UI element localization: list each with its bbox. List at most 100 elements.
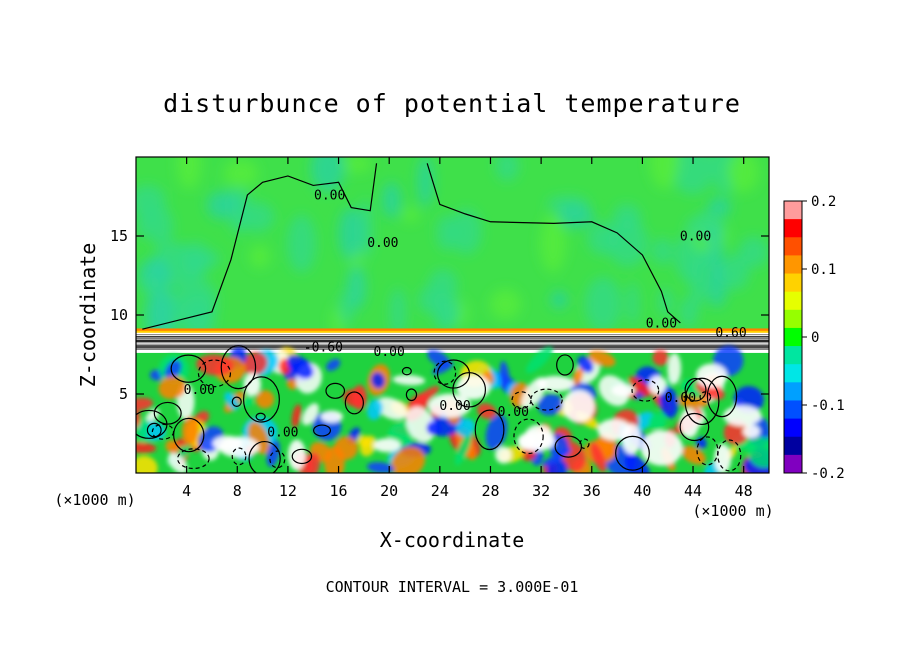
- x-axis: 4 8 12 16 20 24 28 32 36 40 44 48: [182, 157, 753, 500]
- x-axis-label: X-coordinate: [380, 528, 525, 552]
- chart-title: disturbunce of potential temperature: [163, 89, 741, 118]
- y-tick-label-5: 5: [119, 385, 128, 403]
- x-tick-label-20: 20: [380, 482, 398, 500]
- contour-line: [433, 360, 457, 385]
- contour-line: [220, 345, 257, 390]
- contour-label: 0.00: [267, 426, 298, 441]
- contour-labels: 0.00 0.00 0.00 0.00 -0.60 0.00 0.60 0.00 0.00 0.0…: [184, 189, 747, 441]
- lower-layer: [136, 345, 769, 473]
- contour-line: [248, 440, 281, 473]
- contour-line: [615, 435, 650, 471]
- contour-label: 0.00: [314, 189, 345, 204]
- y-axis: 5 10 15: [110, 227, 769, 403]
- colorbar-segment: [784, 454, 802, 474]
- colorbar-segment: [784, 201, 802, 220]
- contour-line: [684, 377, 707, 402]
- contour-line: [255, 412, 266, 421]
- contour-line: [312, 424, 332, 437]
- contour-line: [679, 412, 710, 442]
- colorbar-segment: [784, 400, 802, 420]
- contour-label: 0.60: [715, 326, 746, 341]
- contour-line: [242, 376, 280, 423]
- plot-area: 0.00 0.00 0.00 0.00 -0.60 0.00 0.60 0.00 0.00 0.0…: [136, 157, 769, 473]
- x-tick-label-16: 16: [330, 482, 348, 500]
- contour-line: [325, 382, 346, 399]
- x-tick-label-12: 12: [279, 482, 297, 500]
- x-tick-label-40: 40: [633, 482, 651, 500]
- contour-line: [401, 366, 412, 376]
- contour-line: [474, 409, 505, 451]
- x-unit-label-left: (×1000 m): [54, 491, 135, 509]
- inversion-band: [136, 328, 769, 353]
- x-tick-label-44: 44: [684, 482, 702, 500]
- contour-line: [699, 391, 712, 403]
- colorbar-segment: [784, 291, 802, 311]
- contour-label: 0.00: [646, 317, 677, 332]
- colorbar-tick-label: 0.1: [811, 262, 836, 278]
- contour-line: [231, 447, 247, 466]
- contour-line: [177, 448, 210, 470]
- contour-line: [153, 401, 182, 425]
- contour-label: 0.00: [367, 236, 398, 251]
- contour-line: [344, 391, 364, 415]
- contour-line: [405, 388, 418, 402]
- contour-label: -0.60: [304, 340, 343, 355]
- colorbar-segment: [784, 255, 802, 275]
- contour-label: 0.00: [665, 391, 696, 406]
- x-tick-label-32: 32: [532, 482, 550, 500]
- contour-label: 0.00: [680, 230, 711, 245]
- colorbar-segment: [784, 346, 802, 365]
- contour-label: 0.00: [498, 405, 529, 420]
- colorbar-segment: [784, 418, 802, 438]
- x-tick-label-4: 4: [182, 482, 191, 500]
- x-tick-label-24: 24: [431, 482, 449, 500]
- contour-lines: [136, 163, 742, 473]
- colorbar-segment: [784, 237, 802, 256]
- y-tick-label-10: 10: [110, 306, 128, 324]
- contour-line: [231, 396, 242, 407]
- colorbar-tick-label: 0: [811, 330, 819, 346]
- colorbar-segment: [784, 219, 802, 238]
- contour-interval-footer: CONTOUR INTERVAL = 3.000E-01: [326, 578, 579, 596]
- contour-line: [717, 439, 742, 472]
- y-axis-label: Z-coordinate: [76, 243, 100, 388]
- colorbar-segment: [784, 327, 802, 347]
- contour-line: [291, 448, 313, 465]
- x-unit-label-right: (×1000 m): [692, 502, 773, 520]
- contour-line: [170, 354, 207, 383]
- colorbar-segment: [784, 273, 802, 293]
- colorbar: 0.2 0.1 0 -0.1 -0.2: [783, 194, 845, 482]
- contour-line: [197, 359, 232, 388]
- contour-line: [696, 436, 719, 466]
- contour-line: [706, 375, 738, 418]
- contour-line: [151, 423, 175, 440]
- contour-line: [530, 388, 563, 411]
- contour-label: 0.00: [374, 345, 405, 360]
- colorbar-segment: [784, 309, 802, 329]
- contour-line: [136, 409, 168, 439]
- contour-line: [556, 354, 574, 376]
- x-tick-label-36: 36: [583, 482, 601, 500]
- colorbar-segment: [784, 436, 802, 456]
- contour-line: [436, 359, 471, 389]
- x-tick-label-48: 48: [735, 482, 753, 500]
- colorbar-segment: [784, 364, 802, 383]
- contour-line: [142, 163, 378, 330]
- colorbar-segment: [784, 382, 802, 401]
- colorbar-tick-label: -0.2: [811, 466, 845, 482]
- contour-line: [684, 377, 720, 426]
- x-tick-label-28: 28: [481, 482, 499, 500]
- contour-line: [631, 379, 660, 402]
- contour-line: [511, 391, 532, 410]
- contour-line: [513, 418, 544, 455]
- colorbar-tick-label: 0.2: [811, 194, 836, 210]
- colorbar-tick-label: -0.1: [811, 398, 845, 414]
- x-tick-label-8: 8: [233, 482, 242, 500]
- contour-line: [579, 438, 590, 449]
- contour-label: 0.00: [439, 399, 470, 414]
- contour-line: [426, 163, 681, 324]
- y-tick-label-15: 15: [110, 227, 128, 245]
- contour-label: 0.00: [184, 383, 215, 398]
- contour-line: [269, 450, 286, 469]
